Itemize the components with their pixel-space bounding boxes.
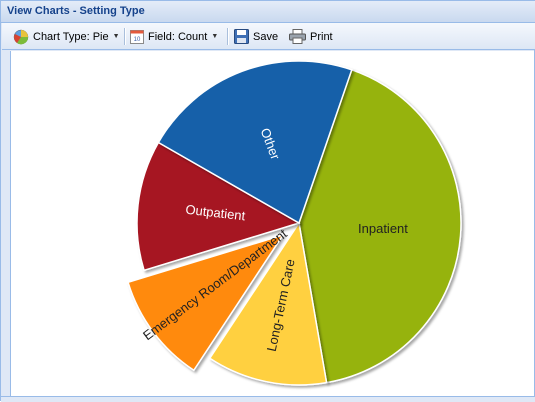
pie-label-inpatient: Inpatient	[358, 221, 408, 236]
chart-type-label: Chart Type: Pie	[33, 30, 109, 43]
chevron-down-icon: ▼	[112, 33, 120, 40]
pie-chart-icon	[13, 29, 29, 44]
pie-slice-outpatient[interactable]	[136, 141, 301, 272]
left-gutter	[1, 51, 10, 396]
pie-slice-inpatient[interactable]	[298, 68, 462, 384]
pie-slice-emergency-room-department[interactable]	[127, 233, 285, 372]
window-titlebar: View Charts - Setting Type	[1, 1, 535, 23]
printer-icon	[289, 29, 306, 44]
chart-area: Inpatient Long-Term Care Emergency Room/De…	[10, 51, 534, 396]
save-button[interactable]: Save	[234, 27, 278, 46]
toolbar-separator	[124, 28, 126, 45]
save-label: Save	[253, 30, 279, 43]
pie-slice-long-term-care[interactable]	[208, 221, 328, 386]
print-label: Print	[310, 30, 333, 43]
chevron-down-icon: ▼	[211, 33, 219, 40]
print-button[interactable]: Print	[289, 27, 333, 46]
svg-text:10: 10	[134, 37, 141, 43]
window-title: View Charts - Setting Type	[7, 5, 145, 17]
bottom-bar	[1, 396, 535, 402]
pie-label-outpatient: Outpatient	[185, 202, 247, 224]
toolbar-separator	[227, 28, 229, 45]
pie-slice-other[interactable]	[157, 60, 353, 225]
field-label: Field: Count	[148, 30, 208, 43]
chart-toolbar: Chart Type: Pie ▼ 10 Field: Count ▼ Save	[2, 23, 535, 50]
chart-type-button[interactable]: Chart Type: Pie ▼	[13, 27, 120, 46]
field-button[interactable]: 10 Field: Count ▼	[130, 27, 218, 46]
floppy-disk-icon	[234, 29, 249, 44]
calendar-field-icon: 10	[130, 30, 144, 44]
